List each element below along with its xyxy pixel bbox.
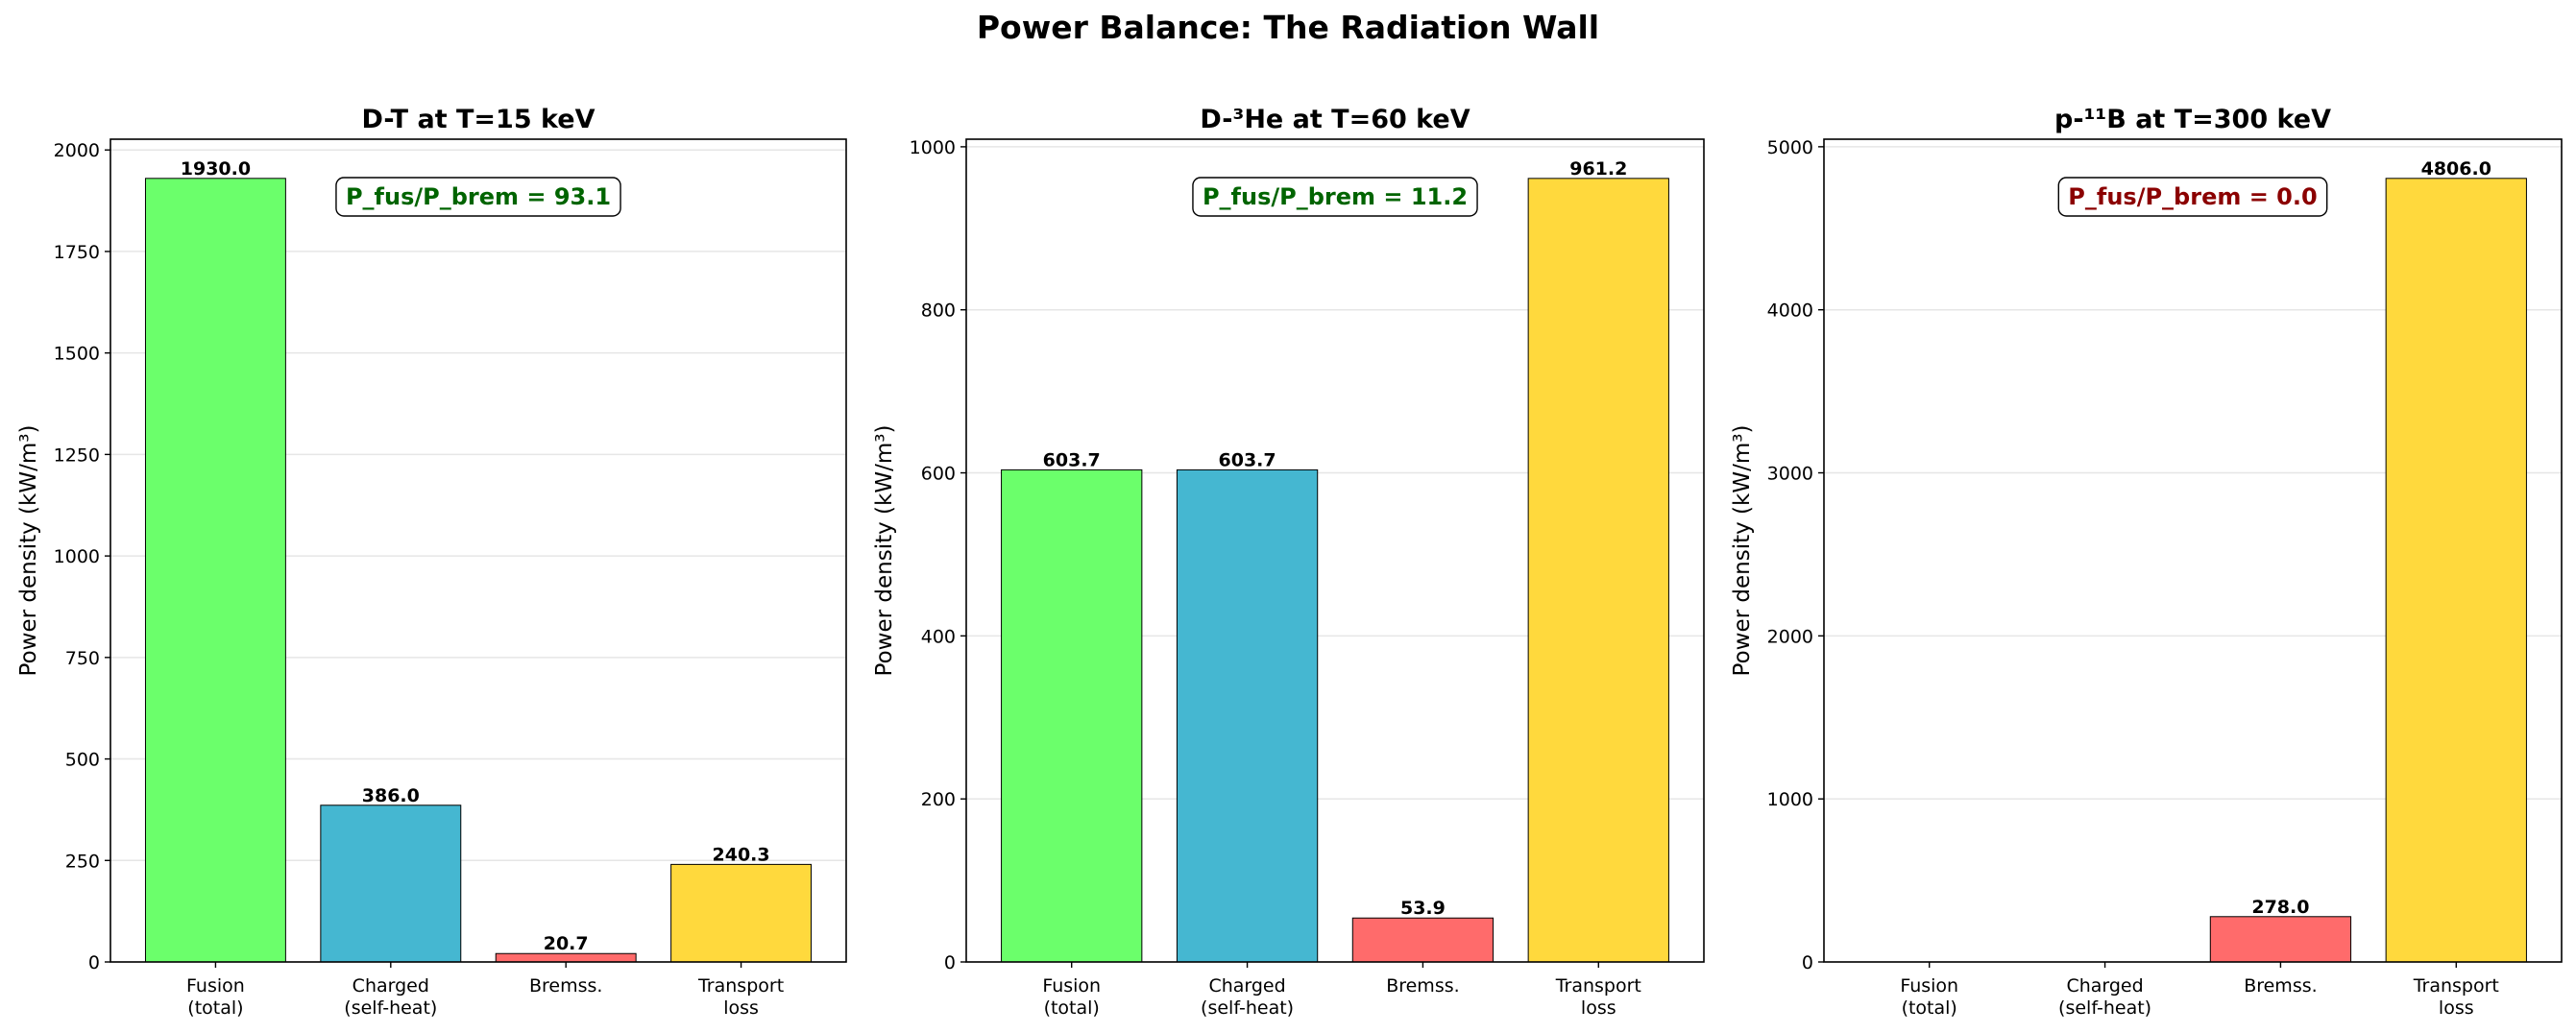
y-axis-label: Power density (kW/m³) <box>872 425 897 677</box>
y-tick-label: 1500 <box>54 344 100 365</box>
y-tick-label: 200 <box>921 789 956 810</box>
y-tick-label: 400 <box>921 626 956 647</box>
axes-frame <box>109 138 847 963</box>
y-tick-label: 4000 <box>1767 300 1813 322</box>
y-tick-label: 1250 <box>54 444 100 466</box>
bar-charged <box>1176 468 1319 963</box>
subplot-1: 1930.0 386.0 20.7 240.3 0 250 500 750 1000 1250 15… <box>16 105 847 1019</box>
x-tick-label: Transport loss <box>1555 975 1641 1019</box>
y-axis-label: Power density (kW/m³) <box>1730 425 1755 677</box>
bar-value-label: 240.3 <box>713 844 770 865</box>
subplot-2: 603.7 603.7 53.9 961.2 0 200 400 600 800 1000 Fusi… <box>872 105 1705 1019</box>
y-tick-label: 2000 <box>54 140 100 161</box>
x-tick-label: Bremss. <box>529 975 602 997</box>
bar-transport <box>670 863 813 963</box>
axes-frame <box>1823 138 2563 963</box>
bar-value-label: 53.9 <box>1400 898 1446 919</box>
y-tick-label: 250 <box>65 851 100 872</box>
bar-brems <box>2209 916 2352 963</box>
y-tick-label: 500 <box>65 750 100 771</box>
x-tick-label: Transport loss <box>2413 975 2499 1019</box>
y-tick-label: 600 <box>921 464 956 485</box>
figure-title: Power Balance: The Radiation Wall <box>977 9 1599 46</box>
bar-fusion <box>144 178 286 963</box>
bar-value-label: 603.7 <box>1043 449 1101 470</box>
x-tick-label: Transport loss <box>697 975 784 1019</box>
bar-fusion <box>1001 468 1143 963</box>
x-tick-label: Charged (self-heat) <box>2058 975 2151 1019</box>
ratio-annotation-box <box>335 177 621 217</box>
subplot-title: D-³He at T=60 keV <box>1200 105 1470 134</box>
ratio-annotation: P_fus/P_brem = 93.1 <box>346 183 611 210</box>
ratio-annotation: P_fus/P_brem = 11.2 <box>1203 183 1468 210</box>
axes-frame <box>965 138 1705 963</box>
y-tick-label: 750 <box>65 648 100 669</box>
y-tick-label: 1000 <box>1767 789 1813 810</box>
bar-brems <box>1351 917 1495 963</box>
y-tick-label: 800 <box>921 300 956 322</box>
y-tick-label: 0 <box>88 952 100 973</box>
subplot-title: D-T at T=15 keV <box>362 105 595 134</box>
bar-value-label: 603.7 <box>1219 449 1276 470</box>
x-tick-label: Fusion (total) <box>1900 975 1958 1019</box>
y-tick-label: 0 <box>944 952 956 973</box>
bar-value-label: 1930.0 <box>181 158 251 180</box>
subplot-3: 278.0 4806.0 0 1000 2000 3000 4000 5000 Fusion (t… <box>1730 105 2563 1019</box>
bar-value-label: 386.0 <box>362 785 420 806</box>
subplot-title: p-¹¹B at T=300 keV <box>2054 105 2331 134</box>
y-tick-label: 1000 <box>910 137 956 158</box>
x-tick-label: Fusion (total) <box>186 975 245 1019</box>
x-tick-label: Charged (self-heat) <box>344 975 437 1019</box>
y-tick-label: 3000 <box>1767 464 1813 485</box>
x-tick-label: Bremss. <box>1386 975 1459 997</box>
y-axis-label: Power density (kW/m³) <box>16 425 41 677</box>
ratio-annotation-box <box>2057 177 2328 217</box>
y-tick-label: 5000 <box>1767 137 1813 158</box>
bar-value-label: 4806.0 <box>2421 158 2491 180</box>
bar-brems <box>495 952 637 963</box>
x-tick-label: Fusion (total) <box>1042 975 1101 1019</box>
ratio-annotation-box <box>1192 177 1478 217</box>
bar-value-label: 20.7 <box>544 933 589 954</box>
y-tick-label: 1750 <box>54 242 100 263</box>
ratio-annotation: P_fus/P_brem = 0.0 <box>2068 183 2317 210</box>
bar-value-label: 961.2 <box>1569 158 1627 180</box>
y-tick-label: 1000 <box>54 546 100 567</box>
bar-transport <box>2385 178 2527 963</box>
y-tick-label: 0 <box>1802 952 1813 973</box>
x-tick-label: Charged (self-heat) <box>1201 975 1294 1019</box>
bar-transport <box>1527 178 1669 963</box>
bar-charged <box>320 805 462 963</box>
y-tick-label: 2000 <box>1767 626 1813 647</box>
x-tick-label: Bremss. <box>2244 975 2317 997</box>
bar-value-label: 278.0 <box>2251 897 2309 918</box>
